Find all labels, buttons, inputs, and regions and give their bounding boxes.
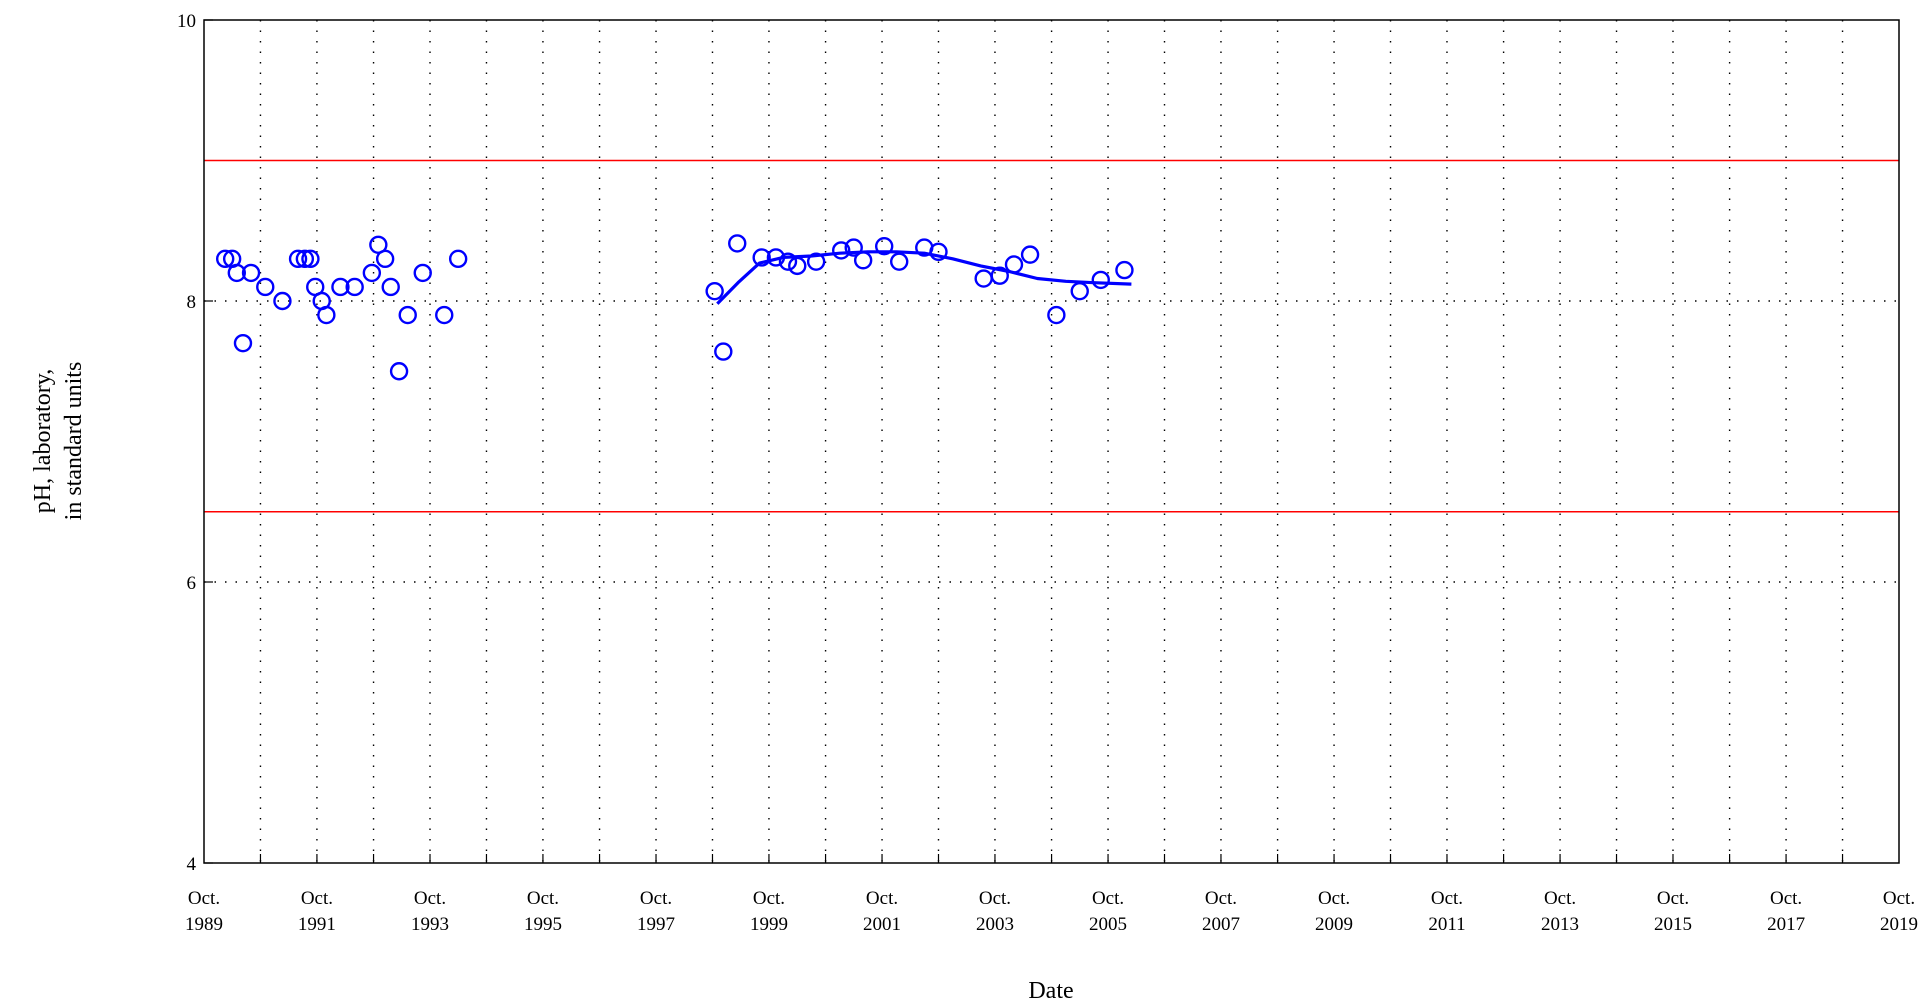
data-point — [752, 248, 771, 267]
x-tick-label-year: 1999 — [750, 914, 788, 935]
data-point — [413, 263, 432, 283]
x-tick-label-year: 2003 — [976, 914, 1014, 935]
x-tick-label-year: 2001 — [863, 914, 901, 935]
x-axis-title: Date — [1028, 978, 1073, 1004]
reference-lines — [204, 159, 1899, 513]
data-point — [241, 263, 261, 283]
data-point — [362, 263, 382, 283]
x-tick-label-month: Oct. — [188, 888, 220, 909]
x-tick-label-year: 2011 — [1428, 914, 1465, 935]
x-tick-label-year: 1991 — [298, 914, 336, 935]
x-tick-label-month: Oct. — [1770, 888, 1802, 909]
y-tick-label: 8 — [187, 292, 197, 313]
y-tick-label: 6 — [187, 573, 197, 594]
x-tick-label-month: Oct. — [1431, 888, 1463, 909]
data-point — [788, 256, 807, 276]
data-point — [233, 333, 253, 353]
data-point — [806, 252, 826, 271]
data-point — [728, 234, 747, 253]
y-axis-title-line-2: in standard units — [61, 362, 87, 521]
data-point — [375, 249, 395, 269]
x-tick-label-month: Oct. — [301, 888, 333, 909]
data-point — [345, 277, 364, 297]
data-point — [990, 266, 1009, 285]
data-point — [1070, 281, 1089, 301]
tick-layer: 4 6 8 10 Oct. 1989 Oct. 1991 Oct. 1993 Oct. 1995 Oct… — [177, 11, 1918, 935]
data-point — [215, 249, 235, 269]
data-point — [301, 249, 320, 269]
data-point — [331, 277, 350, 297]
data-point — [778, 252, 798, 271]
data-point — [273, 291, 292, 311]
data-point — [398, 305, 417, 325]
x-tick-label-year: 2013 — [1541, 914, 1579, 935]
series-layer — [215, 234, 1134, 381]
x-tick-label-year: 2017 — [1767, 914, 1805, 935]
x-tick-label-year: 2019 — [1880, 914, 1918, 935]
data-point — [256, 277, 275, 297]
x-tick-label-year: 2009 — [1315, 914, 1353, 935]
x-tick-label-year: 2007 — [1202, 914, 1240, 935]
grid-layer — [204, 20, 1899, 863]
x-tick-label-month: Oct. — [414, 888, 446, 909]
data-point — [890, 252, 909, 271]
x-tick-label-month: Oct. — [866, 888, 898, 909]
data-point — [295, 249, 315, 269]
data-point — [1047, 305, 1066, 325]
x-tick-label-month: Oct. — [753, 888, 785, 909]
data-point — [705, 281, 724, 301]
data-point — [844, 238, 863, 257]
trend-line — [716, 250, 1132, 305]
data-point — [1020, 245, 1040, 264]
data-point — [288, 249, 308, 269]
x-tick-label-month: Oct. — [1092, 888, 1124, 909]
y-tick-label: 4 — [187, 854, 197, 875]
x-tick-label-month: Oct. — [640, 888, 672, 909]
data-point — [929, 242, 948, 262]
data-point — [317, 305, 336, 325]
x-tick-label-month: Oct. — [527, 888, 559, 909]
x-tick-label-year: 2015 — [1654, 914, 1692, 935]
x-tick-label-month: Oct. — [1318, 888, 1350, 909]
data-point — [714, 342, 733, 361]
y-axis-title-line-1: pH, laboratory, — [30, 369, 56, 513]
data-point — [1115, 260, 1134, 280]
data-point — [853, 251, 873, 270]
x-tick-label-year: 2005 — [1089, 914, 1127, 935]
x-tick-label-year: 1993 — [411, 914, 449, 935]
x-tick-label-year: 1989 — [185, 914, 223, 935]
x-tick-label-month: Oct. — [1544, 888, 1576, 909]
data-point — [435, 305, 454, 325]
data-point — [389, 362, 409, 381]
x-tick-label-month: Oct. — [1883, 888, 1915, 909]
data-point — [831, 241, 851, 260]
y-tick-label: 10 — [177, 11, 196, 32]
x-tick-label-month: Oct. — [1205, 888, 1237, 909]
data-point — [974, 269, 993, 288]
data-point — [448, 249, 468, 269]
x-tick-label-year: 1995 — [524, 914, 562, 935]
data-point — [1091, 270, 1110, 290]
x-tick-label-year: 1997 — [637, 914, 675, 935]
x-tick-label-month: Oct. — [979, 888, 1011, 909]
x-tick-label-month: Oct. — [1657, 888, 1689, 909]
data-point — [381, 277, 400, 297]
data-point — [227, 263, 246, 283]
data-point — [874, 237, 894, 256]
